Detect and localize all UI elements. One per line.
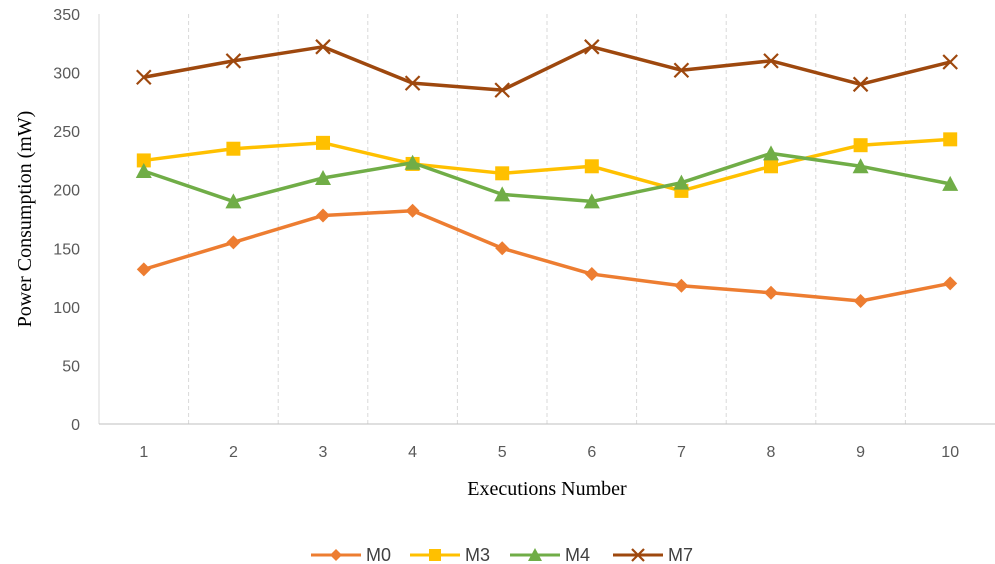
legend-item-m7: M7 — [613, 545, 693, 564]
marker-stroke — [763, 53, 779, 69]
data-point — [942, 175, 959, 191]
data-point — [135, 162, 152, 178]
data-point — [429, 549, 441, 561]
x-tick-label: 10 — [941, 444, 959, 461]
series-line — [143, 151, 951, 204]
marker-stroke — [136, 69, 152, 86]
y-tick-label: 0 — [71, 417, 80, 434]
data-point — [853, 294, 868, 308]
x-tick-label: 7 — [677, 444, 686, 461]
legend-label: M7 — [668, 545, 693, 564]
series-line — [143, 45, 951, 92]
data-point — [584, 39, 600, 55]
data-point — [225, 53, 242, 69]
y-tick-label: 200 — [53, 183, 80, 200]
data-point — [764, 285, 778, 300]
data-point — [315, 170, 331, 185]
legend-item-m3: M3 — [410, 545, 490, 564]
data-point — [316, 208, 330, 223]
marker-stroke — [494, 82, 510, 98]
data-point — [528, 548, 542, 561]
series-m4 — [135, 145, 959, 209]
x-tick-label: 6 — [587, 444, 596, 461]
legend: M0 M3 M4 M7 — [311, 545, 693, 564]
data-point — [495, 166, 510, 181]
legend-label: M0 — [366, 545, 391, 564]
y-tick-label: 250 — [53, 124, 80, 141]
data-point — [404, 75, 421, 91]
data-point — [852, 158, 869, 174]
data-point — [673, 62, 690, 79]
data-point — [136, 262, 151, 277]
series-m0 — [136, 203, 958, 308]
y-tick-label: 150 — [53, 241, 80, 258]
data-point — [494, 186, 511, 202]
data-point — [330, 549, 342, 561]
x-tick-label: 8 — [767, 444, 776, 461]
data-point — [404, 154, 421, 170]
x-axis-title: Executions Number — [467, 478, 627, 500]
marker-stroke — [852, 76, 869, 93]
y-tick-label: 350 — [53, 7, 80, 24]
data-point — [495, 241, 510, 256]
legend-item-m0: M0 — [311, 545, 391, 564]
data-point — [316, 135, 330, 150]
series-line — [143, 137, 951, 193]
marker-stroke — [315, 39, 331, 55]
marker-stroke — [673, 62, 690, 79]
marker-stroke — [584, 39, 600, 55]
x-tick-label: 4 — [408, 444, 417, 461]
data-point — [763, 145, 779, 161]
y-tick-labels: 0 50 100 150 200 250 300 350 — [53, 7, 80, 434]
series-line — [143, 209, 951, 303]
data-point — [583, 193, 600, 209]
series-group — [135, 39, 959, 308]
data-point — [942, 54, 958, 70]
data-point — [136, 153, 151, 168]
x-tick-label: 9 — [856, 444, 865, 461]
x-tick-label: 3 — [319, 444, 328, 461]
data-point — [943, 276, 958, 291]
x-tick-labels: 1 2 3 4 5 6 7 8 9 10 — [139, 444, 959, 461]
y-tick-label: 300 — [53, 66, 80, 83]
data-point — [943, 132, 958, 147]
data-point — [673, 174, 690, 190]
legend-label: M3 — [465, 545, 490, 564]
data-point — [226, 235, 241, 250]
data-point — [853, 138, 868, 153]
x-tick-label: 5 — [498, 444, 507, 461]
data-point — [225, 193, 242, 209]
gridlines — [98, 14, 906, 424]
marker-stroke — [942, 54, 958, 70]
data-point — [674, 278, 689, 293]
data-point — [136, 69, 152, 86]
data-point — [494, 82, 510, 98]
data-point — [584, 267, 599, 282]
data-point — [763, 53, 779, 69]
marker-stroke — [631, 548, 645, 562]
y-tick-label: 100 — [53, 300, 80, 317]
x-tick-label: 1 — [139, 444, 148, 461]
data-point — [315, 39, 331, 55]
marker-stroke — [404, 75, 421, 91]
data-point — [226, 141, 241, 156]
series-m7 — [136, 39, 958, 98]
data-point — [852, 76, 869, 93]
data-point — [764, 159, 778, 174]
y-tick-label: 50 — [62, 358, 80, 375]
y-axis-title: Power Consumption (mW) — [14, 111, 36, 328]
data-point — [584, 159, 599, 174]
legend-item-m4: M4 — [510, 545, 590, 564]
marker-stroke — [225, 53, 242, 69]
data-point — [405, 203, 420, 218]
data-point — [631, 548, 645, 562]
x-tick-label: 2 — [229, 444, 238, 461]
legend-label: M4 — [565, 545, 590, 564]
